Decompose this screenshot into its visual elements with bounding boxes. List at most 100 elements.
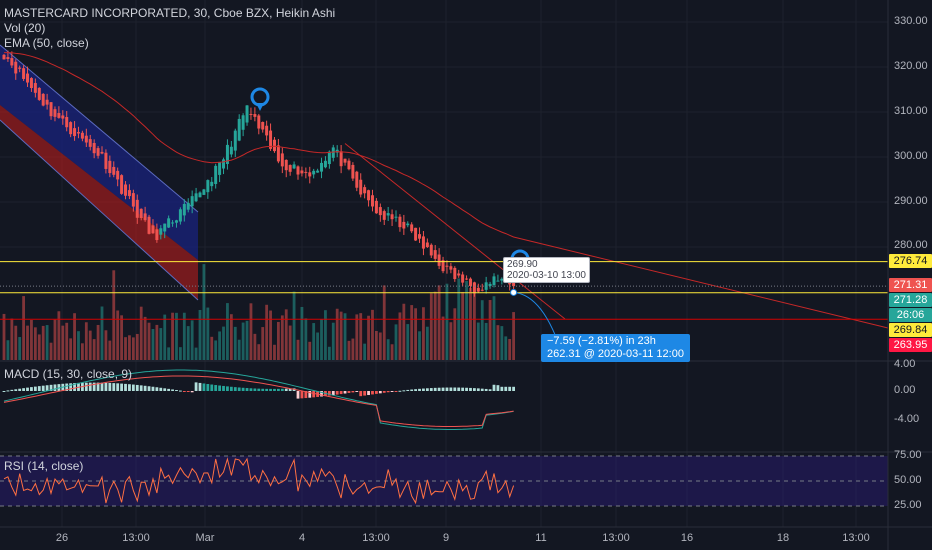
macd-histogram-bar xyxy=(143,385,147,391)
volume-bar xyxy=(308,341,312,360)
candle-body xyxy=(394,216,398,218)
macd-histogram-bar xyxy=(347,391,351,393)
volume-bar xyxy=(300,306,304,360)
candle-body xyxy=(461,274,465,283)
volume-bar xyxy=(131,337,135,360)
volume-bar xyxy=(6,340,10,360)
volume-bar xyxy=(92,339,96,360)
candle-body xyxy=(398,216,402,228)
macd-histogram-bar xyxy=(441,387,445,391)
macd-histogram-bar xyxy=(308,391,312,398)
volume-bar xyxy=(331,322,335,360)
volume-bar xyxy=(461,291,465,360)
candle-body xyxy=(265,125,269,136)
macd-histogram-bar xyxy=(128,384,131,391)
rsi-tick: 25.00 xyxy=(894,499,922,511)
channel-bottom-line xyxy=(0,119,199,301)
volume-bar xyxy=(265,304,269,360)
candle-body xyxy=(300,170,304,174)
macd-tick: 4.00 xyxy=(894,358,916,370)
time-tick: 13:00 xyxy=(602,532,630,544)
volume-bar xyxy=(390,344,394,360)
macd-histogram-bar xyxy=(198,382,202,391)
rsi-legend[interactable]: RSI (14, close) xyxy=(4,459,84,473)
volume-bar xyxy=(386,339,390,360)
candle-body xyxy=(190,196,194,207)
price-tick: 330.00 xyxy=(894,15,928,27)
macd-histogram-bar xyxy=(135,384,139,391)
candle-body xyxy=(296,166,300,175)
volume-bar xyxy=(77,331,80,360)
macd-histogram-bar xyxy=(226,386,229,391)
volume-bar xyxy=(26,325,29,360)
candle-body xyxy=(53,109,57,117)
candle-body xyxy=(429,244,433,256)
macd-histogram-bar xyxy=(73,383,76,391)
rsi-tick: 75.00 xyxy=(894,449,922,461)
macd-histogram-bar xyxy=(202,383,206,391)
candle-body xyxy=(433,250,437,259)
macd-histogram-bar xyxy=(378,391,382,394)
macd-histogram-bar xyxy=(186,391,190,392)
candle-body xyxy=(139,208,143,219)
volume-legend[interactable]: Vol (20) xyxy=(4,21,46,35)
volume-bar xyxy=(414,308,417,360)
candle-body xyxy=(202,189,206,195)
volume-bar xyxy=(229,314,233,360)
candle-body xyxy=(257,115,261,129)
candle-body xyxy=(414,227,418,241)
volume-bar xyxy=(147,322,151,360)
candle-body xyxy=(449,266,453,270)
time-tick: 18 xyxy=(776,532,790,544)
candle-body xyxy=(167,218,171,228)
macd-histogram-bar xyxy=(386,391,390,393)
rsi-line xyxy=(3,457,515,505)
candle-body xyxy=(37,87,41,100)
macd-histogram-bar xyxy=(355,391,359,392)
candle-body xyxy=(331,147,335,158)
macd-histogram-bar xyxy=(182,391,186,392)
volume-bar xyxy=(500,326,504,360)
macd-histogram-bar xyxy=(469,387,472,391)
volume-bar xyxy=(469,287,472,360)
time-tick: 16 xyxy=(680,532,694,544)
candle-body xyxy=(182,203,186,216)
macd-histogram-bar xyxy=(249,388,253,391)
macd-histogram-bar xyxy=(508,386,512,391)
volume-bar xyxy=(120,315,123,360)
ema-legend[interactable]: EMA (50, close) xyxy=(4,36,89,50)
volume-bar xyxy=(406,324,410,360)
candle-body xyxy=(112,166,116,175)
candle-body xyxy=(29,78,33,89)
volume-bar xyxy=(45,325,49,360)
volume-bar xyxy=(194,347,198,360)
candle-body xyxy=(194,193,198,202)
price-tooltip: 269.90 2020-03-10 13:00 xyxy=(503,257,590,283)
candle-body xyxy=(370,195,374,207)
macd-histogram-bar xyxy=(237,387,241,391)
volume-bar xyxy=(484,322,488,360)
macd-histogram-bar xyxy=(2,391,6,392)
time-tick: 13:00 xyxy=(842,532,870,544)
time-tick: 26 xyxy=(55,532,69,544)
candle-body xyxy=(276,145,280,162)
macd-histogram-bar xyxy=(37,386,41,391)
volume-bar xyxy=(249,303,253,360)
symbol-legend[interactable]: MASTERCARD INCORPORATED, 30, Cboe BZX, H… xyxy=(4,6,336,20)
candle-body xyxy=(359,179,363,195)
candle-body xyxy=(476,287,480,292)
ema-line xyxy=(4,52,889,329)
projection-label[interactable]: −7.59 (−2.81%) in 23h 262.31 @ 2020-03-1… xyxy=(541,334,690,362)
macd-histogram-bar xyxy=(331,391,335,396)
macd-histogram-bar xyxy=(437,387,441,391)
macd-histogram-bar xyxy=(229,386,233,391)
macd-histogram-bar xyxy=(10,389,14,391)
candle-body xyxy=(367,190,371,201)
candle-body xyxy=(198,192,202,198)
macd-legend[interactable]: MACD (15, 30, close, 9) xyxy=(4,367,133,381)
macd-histogram-bar xyxy=(273,388,276,391)
candle-body xyxy=(441,260,445,272)
macd-histogram-bar xyxy=(84,382,88,391)
